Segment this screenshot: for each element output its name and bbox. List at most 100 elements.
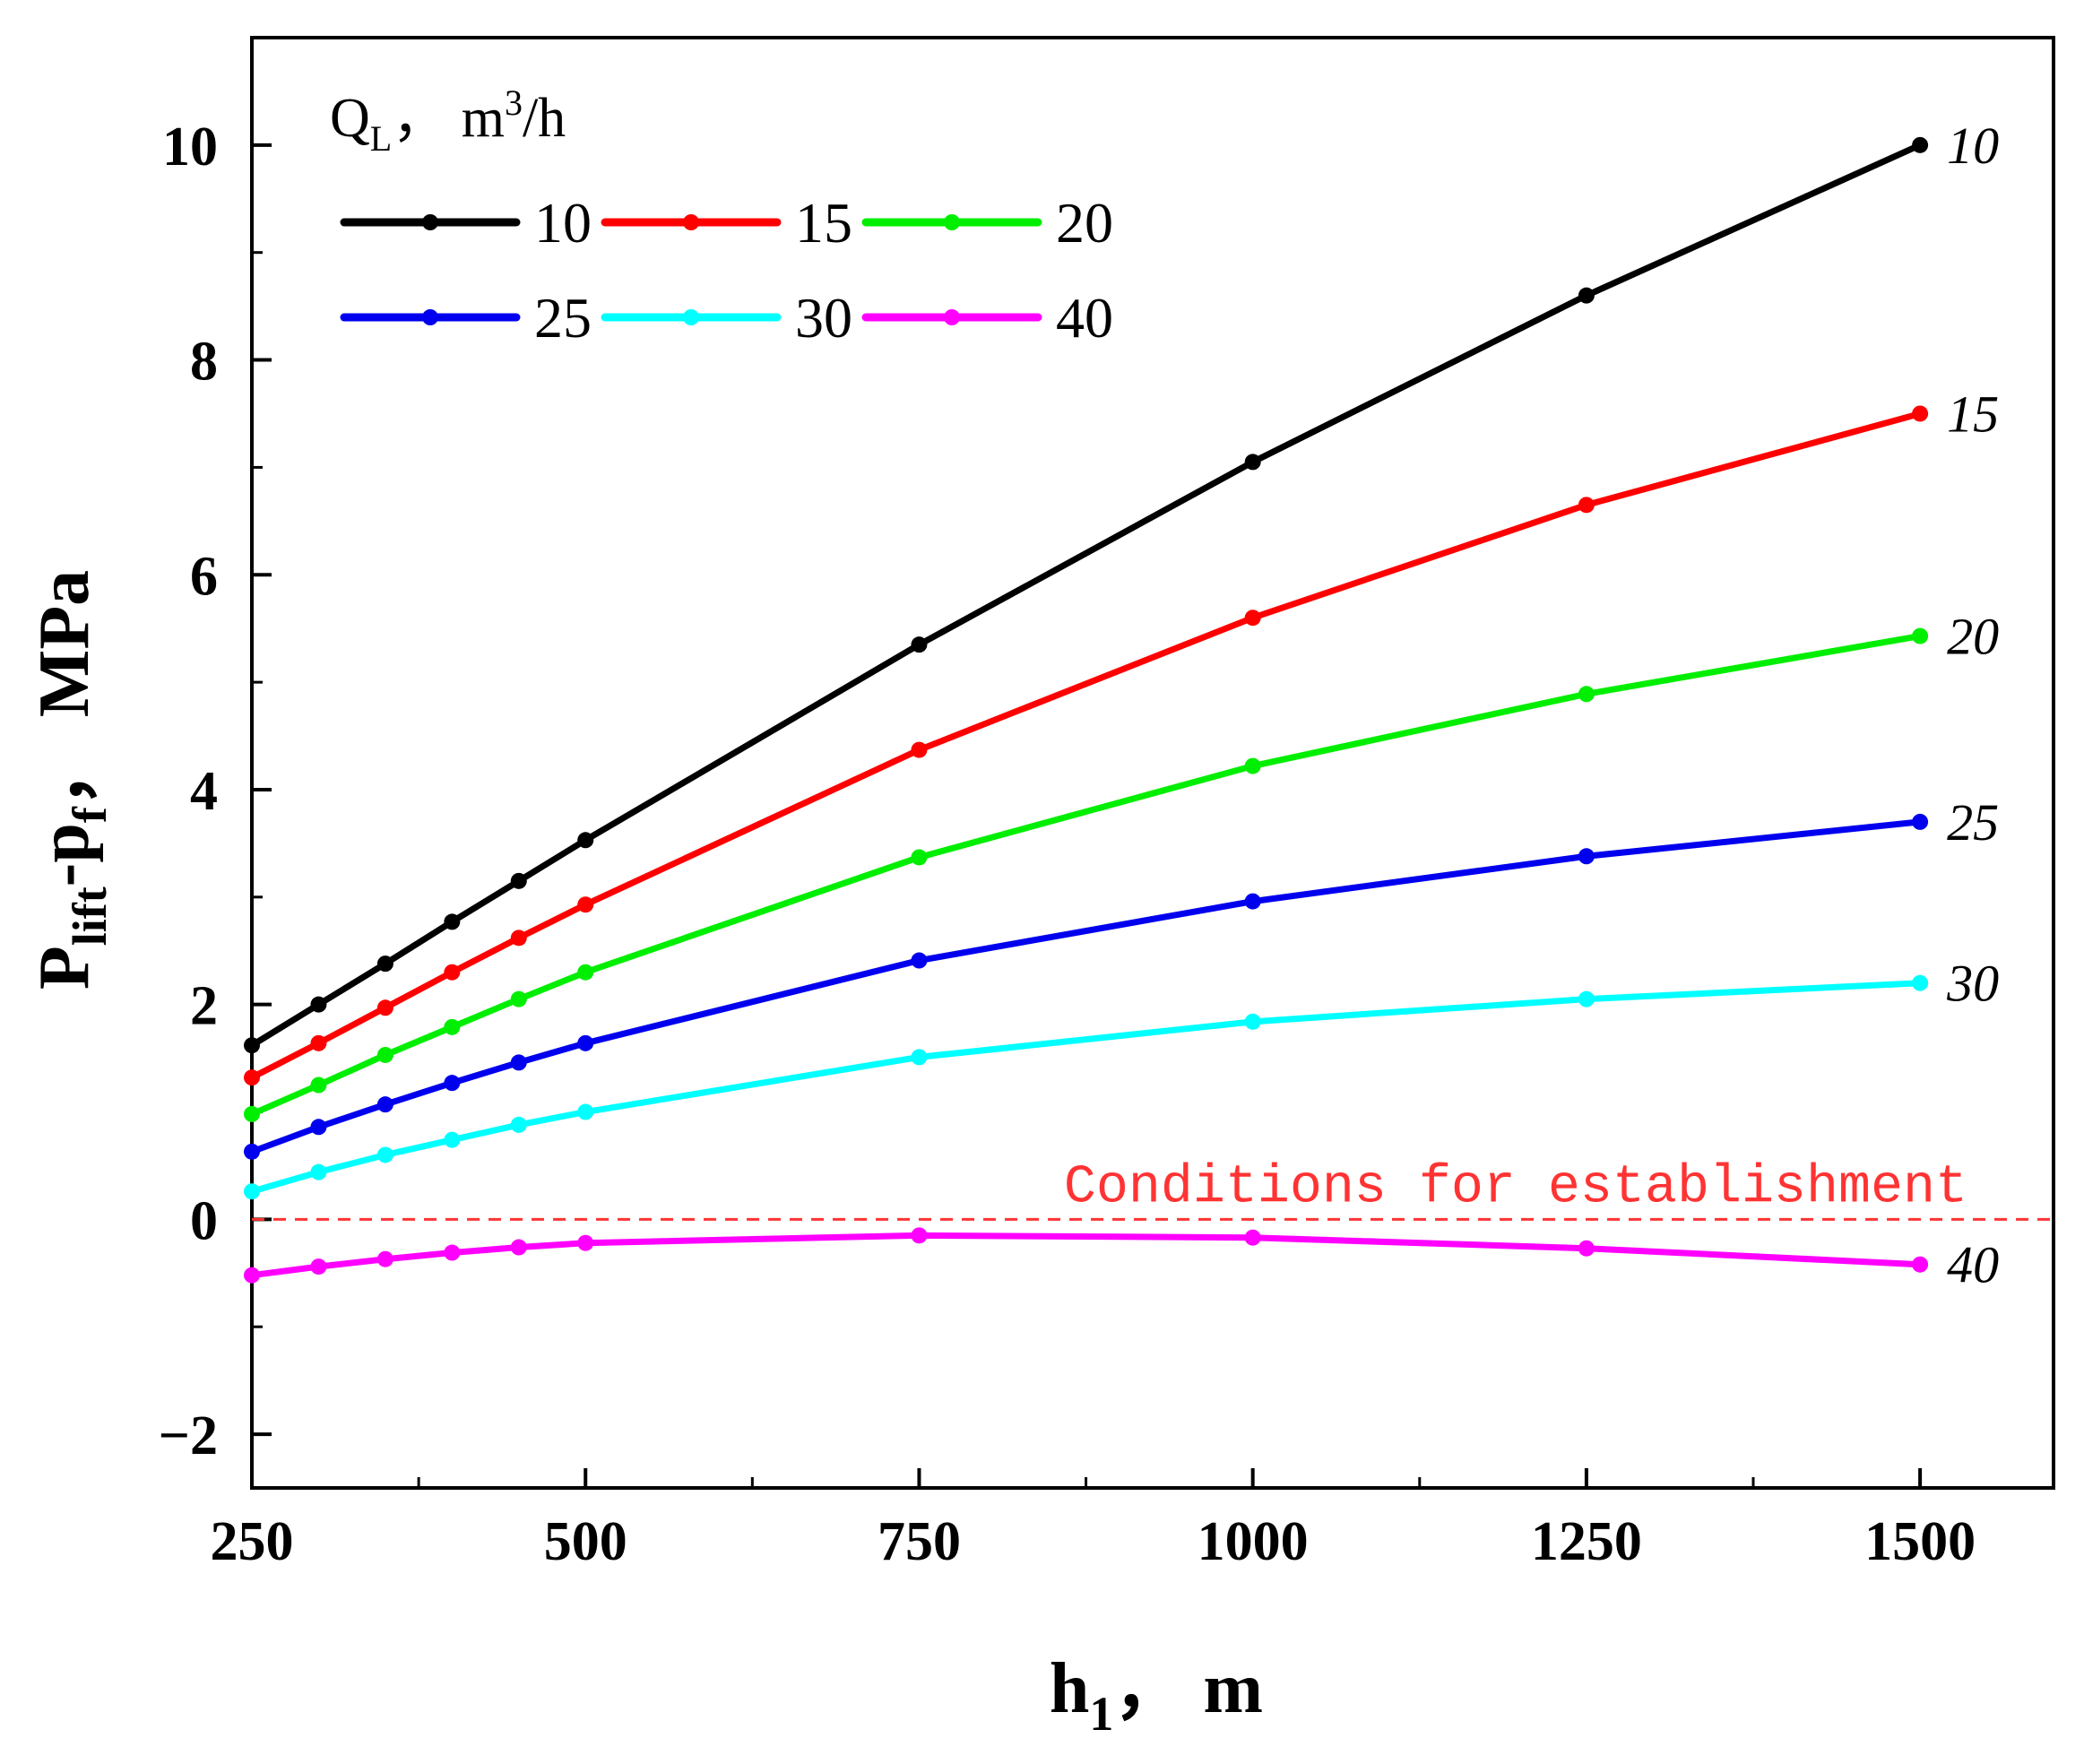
data-point <box>376 1096 393 1113</box>
legend-items: 10 15 20 25 30 40 <box>340 191 1113 350</box>
data-point <box>1912 627 1929 644</box>
data-point <box>1578 1240 1595 1257</box>
legend-title: QL， m3/h <box>330 82 566 159</box>
series-end-label: 25 <box>1947 793 1999 852</box>
data-point <box>310 1119 327 1136</box>
data-point <box>376 1146 393 1163</box>
data-point <box>510 872 527 889</box>
legend: QL， m3/h 10 15 20 25 30 40 <box>330 82 1113 350</box>
data-point <box>310 1077 327 1094</box>
legend-label: 40 <box>1056 286 1113 350</box>
data-point <box>444 1131 461 1148</box>
data-point <box>310 1034 327 1051</box>
data-point <box>1578 287 1595 304</box>
legend-item-15: 15 <box>601 191 852 255</box>
legend-item-40: 40 <box>861 286 1113 350</box>
data-point <box>1244 893 1261 910</box>
data-point <box>911 952 928 969</box>
legend-swatch-marker <box>422 309 438 325</box>
series-end-labels: 10 15 20 25 30 40 <box>1946 117 1999 1294</box>
legend-item-10: 10 <box>340 191 592 255</box>
series-end-label: 30 <box>1946 955 1999 1013</box>
x-tick-label: 1000 <box>1198 1511 1309 1572</box>
axis-tick-labels: 250 500 750 1000 1250 1500 −2 0 2 4 6 8 10 <box>159 117 1976 1572</box>
data-point <box>911 1049 928 1066</box>
plot-frame <box>250 36 2055 1490</box>
data-point <box>577 1103 594 1120</box>
series-line <box>248 980 1924 1195</box>
data-point <box>1244 610 1261 627</box>
series-end-label: 10 <box>1947 117 1999 175</box>
series-layer <box>244 136 1929 1284</box>
data-point <box>577 896 594 913</box>
y-tick-label: 2 <box>190 976 218 1037</box>
data-point <box>1578 990 1595 1007</box>
legend-swatch-marker <box>683 309 699 325</box>
series-15 <box>244 405 1929 1086</box>
x-tick-label: 250 <box>211 1511 294 1572</box>
data-point <box>510 1054 527 1071</box>
data-point <box>1244 1229 1261 1246</box>
data-point <box>577 1234 594 1251</box>
y-axis-title: Plift-pf， MPa <box>25 570 117 990</box>
data-point <box>1578 848 1595 865</box>
legend-swatch-marker <box>683 214 699 230</box>
y-tick-label: 4 <box>190 761 218 822</box>
y-tick-label: 6 <box>190 546 218 607</box>
series-end-label: 40 <box>1947 1236 1999 1294</box>
data-point <box>1244 1013 1261 1030</box>
x-tick-label: 1250 <box>1531 1511 1642 1572</box>
legend-label: 20 <box>1056 191 1113 255</box>
series-end-label: 20 <box>1947 608 1999 666</box>
data-point <box>244 1069 260 1086</box>
legend-item-25: 25 <box>340 286 592 350</box>
data-point <box>376 1046 393 1063</box>
data-point <box>376 956 393 973</box>
data-point <box>911 1227 928 1244</box>
data-point <box>1912 1256 1929 1273</box>
legend-label: 15 <box>795 191 852 255</box>
legend-label: 25 <box>534 286 592 350</box>
reference-line-label: Conditions for establishment <box>1064 1157 1967 1218</box>
series-20 <box>244 627 1929 1122</box>
data-point <box>244 1143 260 1160</box>
data-point <box>577 832 594 849</box>
data-point <box>577 1034 594 1051</box>
data-point <box>444 1018 461 1035</box>
data-point <box>310 1258 327 1275</box>
data-point <box>310 1163 327 1180</box>
data-point <box>510 1116 527 1133</box>
series-line <box>248 1232 1924 1279</box>
data-point <box>1912 813 1929 830</box>
legend-label: 10 <box>534 191 592 255</box>
data-point <box>1578 497 1595 514</box>
legend-item-20: 20 <box>861 191 1113 255</box>
series-25 <box>244 813 1929 1160</box>
series-line <box>248 142 1924 1049</box>
data-point <box>310 996 327 1013</box>
series-line <box>248 633 1924 1118</box>
data-point <box>1244 454 1261 471</box>
series-10 <box>244 136 1929 1054</box>
series-end-label: 15 <box>1947 385 1999 443</box>
data-point <box>1912 974 1929 991</box>
data-point <box>911 741 928 758</box>
data-point <box>376 999 393 1016</box>
series-40 <box>244 1227 1929 1284</box>
data-point <box>1244 757 1261 774</box>
legend-swatch-marker <box>944 309 960 325</box>
data-point <box>444 1075 461 1092</box>
data-point <box>510 990 527 1007</box>
data-point <box>244 1105 260 1122</box>
x-axis-title: h1， m <box>1050 1649 1263 1741</box>
series-line <box>248 818 1924 1155</box>
data-point <box>244 1267 260 1284</box>
legend-swatch-marker <box>944 214 960 230</box>
data-point <box>444 1244 461 1261</box>
legend-swatch-marker <box>422 214 438 230</box>
y-tick-label: −2 <box>159 1405 218 1466</box>
data-point <box>577 964 594 981</box>
data-point <box>376 1250 393 1267</box>
data-point <box>1912 405 1929 422</box>
